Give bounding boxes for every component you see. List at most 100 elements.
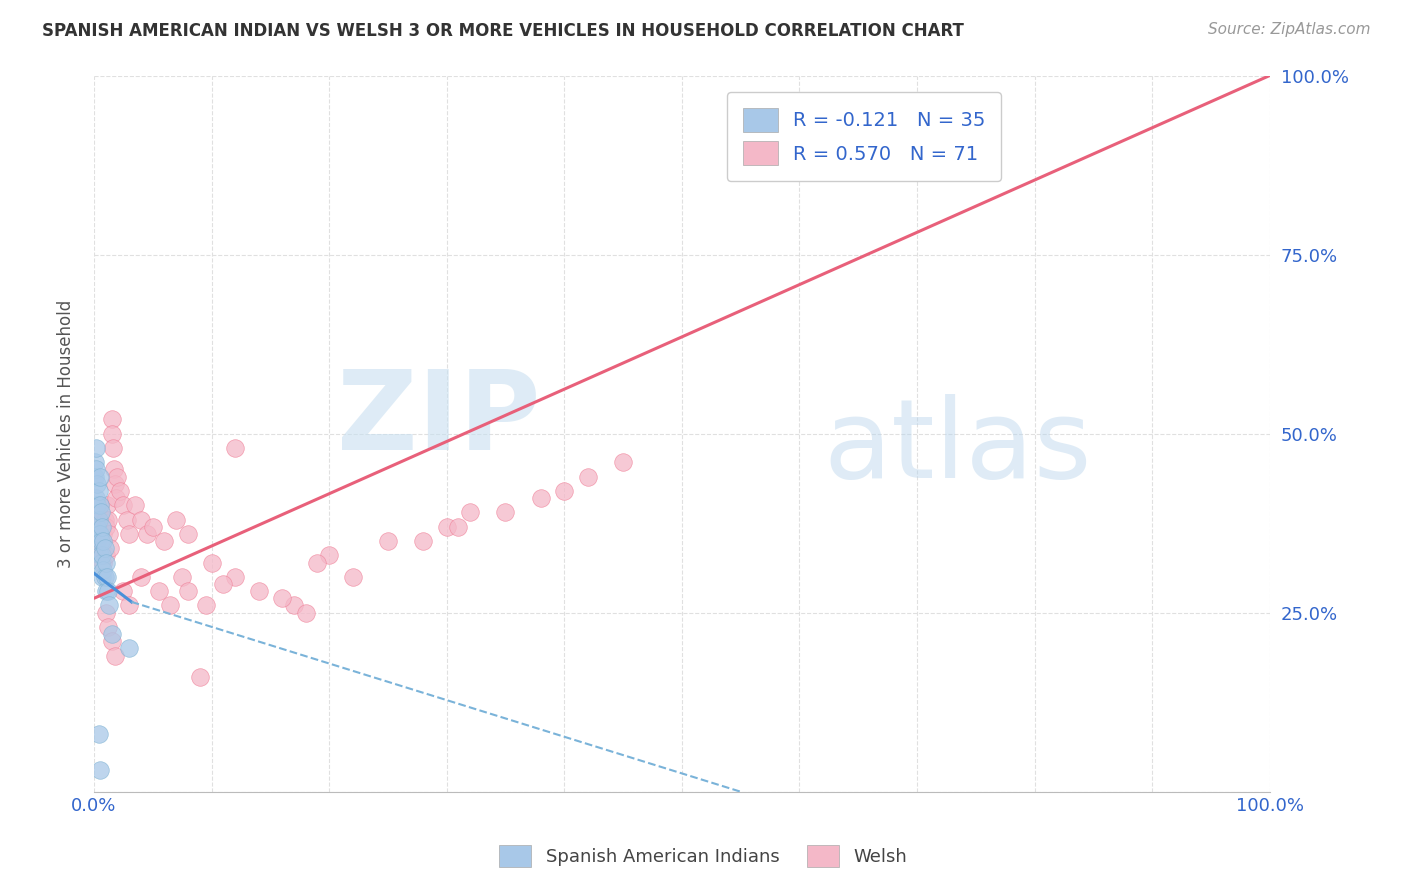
Point xyxy=(124,498,146,512)
Point xyxy=(194,599,217,613)
Point xyxy=(90,512,112,526)
Point xyxy=(87,527,110,541)
Point xyxy=(307,556,329,570)
Point xyxy=(129,512,152,526)
Point xyxy=(86,534,108,549)
Point xyxy=(153,534,176,549)
Point xyxy=(342,570,364,584)
Point xyxy=(118,599,141,613)
Point xyxy=(90,541,112,556)
Point xyxy=(91,549,114,563)
Point xyxy=(188,670,211,684)
Point xyxy=(200,556,222,570)
Point xyxy=(112,584,135,599)
Point xyxy=(108,483,131,498)
Text: SPANISH AMERICAN INDIAN VS WELSH 3 OR MORE VEHICLES IN HOUSEHOLD CORRELATION CHA: SPANISH AMERICAN INDIAN VS WELSH 3 OR MO… xyxy=(42,22,965,40)
Point xyxy=(91,519,114,533)
Point xyxy=(247,584,270,599)
Point xyxy=(87,541,110,556)
Point xyxy=(103,462,125,476)
Point xyxy=(96,498,118,512)
Point xyxy=(115,512,138,526)
Point xyxy=(318,549,340,563)
Point xyxy=(94,584,117,599)
Legend: Spanish American Indians, Welsh: Spanish American Indians, Welsh xyxy=(492,838,914,874)
Point xyxy=(271,591,294,606)
Point xyxy=(91,519,114,533)
Point xyxy=(86,498,108,512)
Point xyxy=(224,570,246,584)
Point xyxy=(224,441,246,455)
Point xyxy=(89,527,111,541)
Point xyxy=(104,648,127,663)
Point xyxy=(94,556,117,570)
Point xyxy=(494,505,516,519)
Point xyxy=(87,512,110,526)
Point xyxy=(118,527,141,541)
Point xyxy=(94,549,117,563)
Point xyxy=(97,512,120,526)
Text: ZIP: ZIP xyxy=(337,366,541,473)
Point xyxy=(100,541,122,556)
Point xyxy=(91,527,114,541)
Point xyxy=(89,498,111,512)
Point xyxy=(89,527,111,541)
Point xyxy=(91,570,114,584)
Point xyxy=(93,570,115,584)
Point xyxy=(86,476,108,491)
Point xyxy=(377,534,399,549)
Point xyxy=(91,534,114,549)
Point xyxy=(89,498,111,512)
Point xyxy=(91,549,114,563)
Point xyxy=(177,584,200,599)
Point xyxy=(97,584,120,599)
Point xyxy=(294,606,316,620)
Point xyxy=(142,519,165,533)
Point xyxy=(159,599,181,613)
Point xyxy=(87,512,110,526)
Point xyxy=(86,534,108,549)
Point xyxy=(84,462,107,476)
Point xyxy=(97,620,120,634)
Point xyxy=(553,483,575,498)
Point xyxy=(94,606,117,620)
Point xyxy=(104,476,127,491)
Point xyxy=(135,527,157,541)
Point xyxy=(91,556,114,570)
Point xyxy=(172,570,194,584)
Point xyxy=(100,412,122,426)
Point xyxy=(100,426,122,441)
Point xyxy=(84,441,107,455)
Point xyxy=(177,527,200,541)
Point xyxy=(89,549,111,563)
Point xyxy=(100,627,122,641)
Point xyxy=(98,599,121,613)
Point xyxy=(90,534,112,549)
Point xyxy=(530,491,553,505)
Point xyxy=(87,727,110,741)
Point xyxy=(90,505,112,519)
Point xyxy=(283,599,305,613)
Point xyxy=(148,584,170,599)
Point xyxy=(165,512,187,526)
Point xyxy=(91,563,114,577)
Point xyxy=(84,455,107,469)
Point xyxy=(107,469,129,483)
Point xyxy=(212,577,235,591)
Point xyxy=(87,483,110,498)
Text: Source: ZipAtlas.com: Source: ZipAtlas.com xyxy=(1208,22,1371,37)
Point xyxy=(84,469,107,483)
Legend: R = -0.121   N = 35, R = 0.570   N = 71: R = -0.121 N = 35, R = 0.570 N = 71 xyxy=(727,93,1001,181)
Point xyxy=(447,519,470,533)
Point xyxy=(412,534,434,549)
Point xyxy=(89,763,111,777)
Point xyxy=(105,491,128,505)
Point xyxy=(100,634,122,648)
Point xyxy=(112,498,135,512)
Point xyxy=(93,512,115,526)
Point xyxy=(84,491,107,505)
Point xyxy=(90,556,112,570)
Point xyxy=(118,641,141,656)
Point xyxy=(84,519,107,533)
Y-axis label: 3 or more Vehicles in Household: 3 or more Vehicles in Household xyxy=(58,300,75,567)
